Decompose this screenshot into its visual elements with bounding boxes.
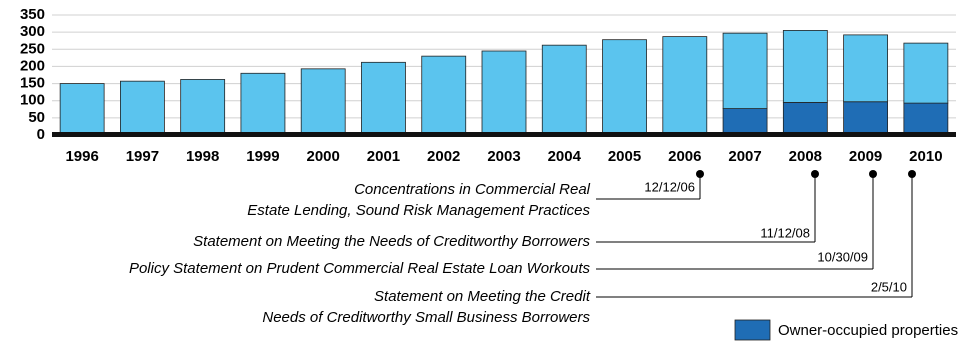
bar-segment: [361, 61, 406, 136]
bar-segment: [240, 72, 286, 136]
y-tick-label: 0: [37, 126, 45, 143]
bar-segment: [602, 39, 647, 136]
bar-segment: [782, 30, 828, 103]
annotation-text: Needs of Creditworthy Small Business Bor…: [262, 309, 590, 326]
y-tick-label: 300: [20, 23, 45, 40]
bar-segment: [662, 36, 708, 136]
bar-segment: [843, 101, 888, 136]
x-tick-label: 2007: [728, 148, 761, 165]
y-tick-label: 200: [20, 57, 45, 74]
date-dot: [811, 170, 819, 178]
x-tick-label: 2001: [367, 148, 400, 165]
bar-segment: [722, 108, 768, 136]
x-tick-label: 2003: [487, 148, 520, 165]
y-tick-label: 150: [20, 75, 45, 92]
y-tick-label: 100: [20, 92, 45, 109]
bar-segment: [481, 50, 527, 136]
x-tick-label: 2004: [548, 148, 582, 165]
x-tick-label: 1999: [246, 148, 279, 165]
bar-segment: [722, 32, 768, 110]
bar-segment: [903, 102, 949, 136]
x-tick-label: 2002: [427, 148, 460, 165]
date-label: 10/30/09: [817, 249, 868, 264]
x-tick-label: 1997: [126, 148, 159, 165]
date-dot: [869, 170, 877, 178]
bar-segment: [421, 55, 467, 136]
bar-segment: [180, 79, 226, 136]
x-tick-label: 2010: [909, 148, 942, 165]
y-tick-label: 250: [20, 40, 45, 57]
date-label: 12/12/06: [644, 179, 695, 194]
bar-segment: [782, 102, 828, 136]
legend-label: Owner-occupied properties: [778, 322, 958, 339]
date-label: 11/12/08: [760, 225, 810, 240]
x-tick-label: 2009: [849, 148, 882, 165]
y-tick-label: 50: [28, 109, 45, 126]
x-tick-label: 1998: [186, 148, 219, 165]
baseline: [52, 132, 956, 137]
bar-segment: [59, 83, 105, 136]
annotation-text: Policy Statement on Prudent Commercial R…: [129, 260, 591, 277]
x-tick-label: 2000: [307, 148, 340, 165]
x-tick-label: 1996: [65, 148, 98, 165]
date-dot: [908, 170, 916, 178]
annotation-text: Estate Lending, Sound Risk Management Pr…: [247, 202, 590, 219]
date-label: 2/5/10: [871, 279, 907, 294]
bar-segment: [120, 80, 165, 136]
date-dot: [696, 170, 704, 178]
x-tick-label: 2008: [789, 148, 822, 165]
y-tick-label: 350: [20, 6, 45, 23]
annotation-text: Statement on Meeting the Credit: [374, 288, 591, 305]
annotation-text: Statement on Meeting the Needs of Credit…: [193, 233, 590, 250]
annotation-text: Concentrations in Commercial Real: [354, 181, 591, 198]
bar-segment: [903, 42, 949, 104]
bar-segment: [843, 34, 888, 103]
legend-swatch: [734, 319, 771, 341]
x-tick-label: 2006: [668, 148, 701, 165]
x-tick-label: 2005: [608, 148, 641, 165]
bar-segment: [300, 68, 346, 136]
bar-segment: [541, 44, 587, 136]
